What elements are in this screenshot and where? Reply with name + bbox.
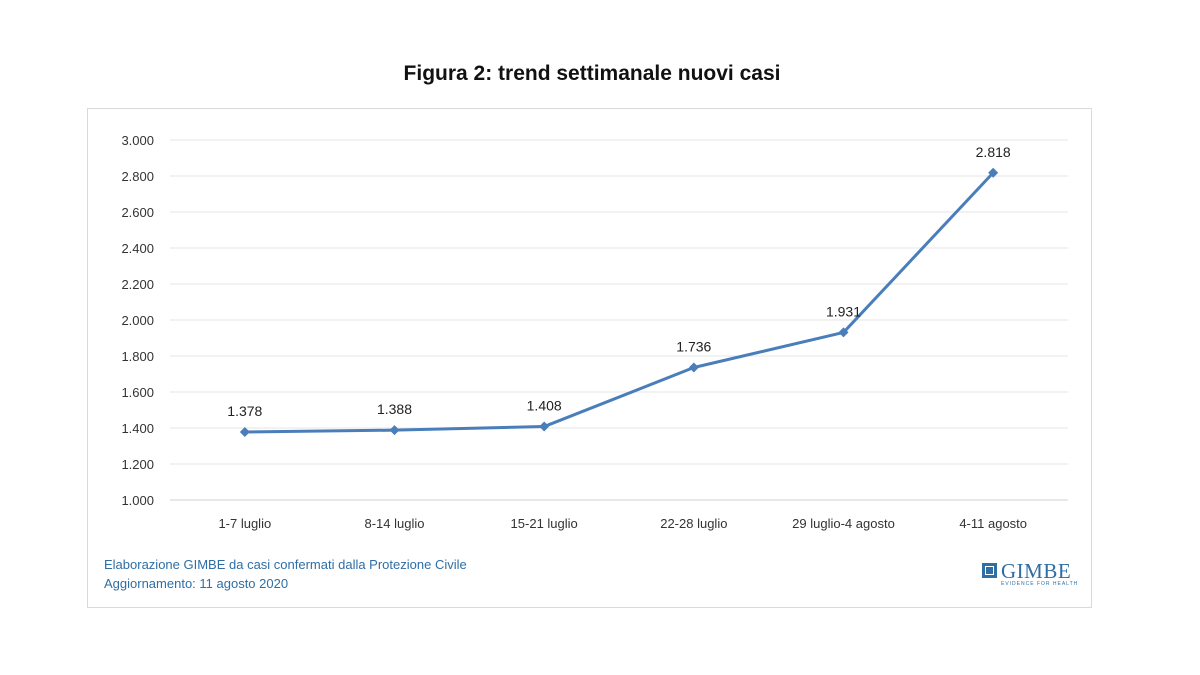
data-label: 2.818 xyxy=(976,144,1011,160)
logo-mark-icon xyxy=(982,563,997,578)
gridlines xyxy=(170,139,1068,501)
data-point-marker xyxy=(239,426,250,437)
source-line: Elaborazione GIMBE da casi confermati da… xyxy=(104,557,467,572)
x-tick-label: 15-21 luglio xyxy=(511,516,578,531)
data-label: 1.408 xyxy=(527,398,562,414)
data-label: 1.736 xyxy=(676,339,711,355)
y-tick-label: 2.800 xyxy=(121,169,154,184)
x-tick-label: 22-28 luglio xyxy=(660,516,727,531)
y-tick-label: 1.000 xyxy=(121,493,154,508)
y-tick-label: 2.400 xyxy=(121,241,154,256)
y-tick-label: 1.400 xyxy=(121,421,154,436)
update-date: Aggiornamento: 11 agosto 2020 xyxy=(104,576,289,591)
y-tick-label: 2.200 xyxy=(121,277,154,292)
data-label: 1.931 xyxy=(826,303,861,319)
data-point-marker xyxy=(838,327,849,338)
series-line-path xyxy=(244,171,995,434)
chart-area xyxy=(87,108,1092,608)
data-point-marker xyxy=(988,167,999,178)
y-axis-ticks: 1.000 1.200 1.400 1.600 1.800 2.000 2.200 2.400… xyxy=(121,133,154,508)
x-tick-label: 8-14 luglio xyxy=(365,516,425,531)
data-point-marker xyxy=(389,425,400,436)
series-line xyxy=(239,167,999,437)
y-tick-label: 3.000 xyxy=(121,133,154,148)
x-tick-label: 4-11 agosto xyxy=(959,516,1027,531)
y-tick-label: 2.600 xyxy=(121,205,154,220)
data-label: 1.378 xyxy=(227,403,262,419)
y-tick-label: 2.000 xyxy=(121,313,154,328)
x-axis-ticks: 1-7 luglio 8-14 luglio 15-21 luglio 22-28 l… xyxy=(218,516,1027,531)
logo-tagline: EVIDENCE FOR HEALTH xyxy=(1001,581,1079,587)
data-label: 1.388 xyxy=(377,401,412,417)
figure-title: Figura 2: trend settimanale nuovi casi xyxy=(403,62,781,85)
logo-text: GIMBE xyxy=(1001,559,1072,583)
data-point-marker xyxy=(688,362,699,373)
y-tick-label: 1.800 xyxy=(121,349,154,364)
source-note: Elaborazione GIMBE da casi confermati da… xyxy=(104,555,467,593)
x-tick-label: 29 luglio-4 agosto xyxy=(792,516,895,531)
gimbe-logo: GIMBE EVIDENCE FOR HEALTH xyxy=(982,559,1082,590)
y-tick-label: 1.200 xyxy=(121,457,154,472)
x-tick-label: 1-7 luglio xyxy=(218,516,271,531)
y-tick-label: 1.600 xyxy=(121,385,154,400)
data-labels: 1.378 1.388 1.408 1.736 1.931 2.818 xyxy=(227,144,1011,419)
data-point-marker xyxy=(539,421,550,432)
